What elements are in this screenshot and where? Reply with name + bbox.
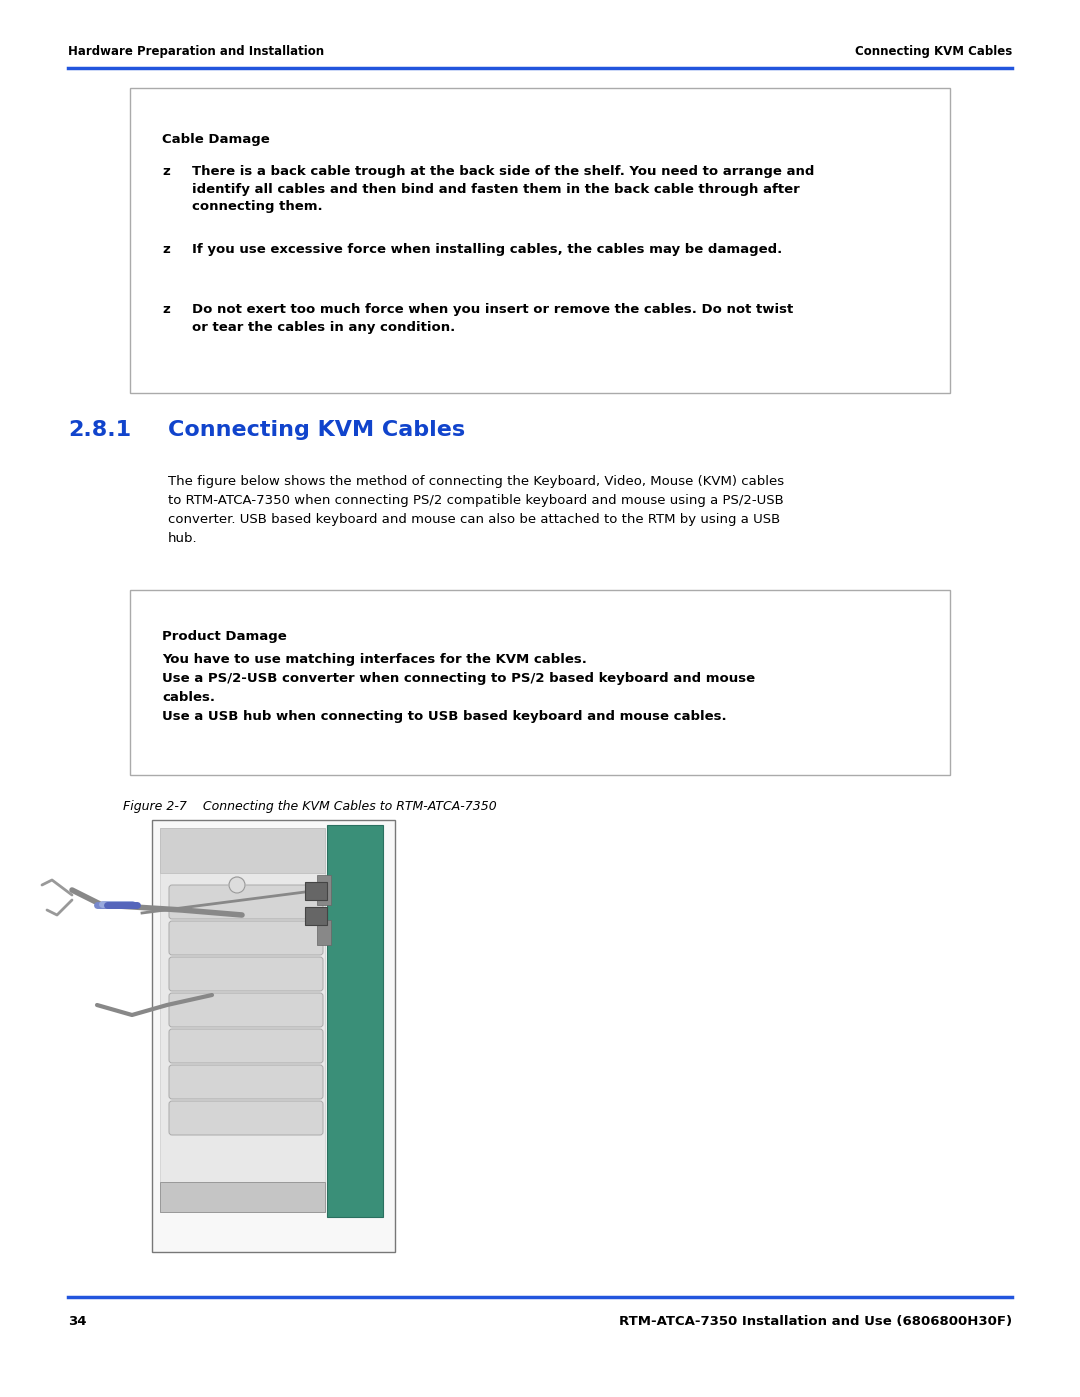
Text: Do not exert too much force when you insert or remove the cables. Do not twist
o: Do not exert too much force when you ins… [192, 303, 793, 334]
FancyBboxPatch shape [168, 1030, 323, 1063]
Text: If you use excessive force when installing cables, the cables may be damaged.: If you use excessive force when installi… [192, 243, 782, 256]
Text: Figure 2-7    Connecting the KVM Cables to RTM-ATCA-7350: Figure 2-7 Connecting the KVM Cables to … [123, 800, 497, 813]
Text: Use a PS/2-USB converter when connecting to PS/2 based keyboard and mouse: Use a PS/2-USB converter when connecting… [162, 672, 755, 685]
FancyBboxPatch shape [168, 921, 323, 956]
FancyBboxPatch shape [168, 993, 323, 1027]
FancyBboxPatch shape [168, 1065, 323, 1099]
Text: Use a USB hub when connecting to USB based keyboard and mouse cables.: Use a USB hub when connecting to USB bas… [162, 710, 727, 724]
FancyBboxPatch shape [168, 1101, 323, 1134]
Text: You have to use matching interfaces for the KVM cables.: You have to use matching interfaces for … [162, 652, 586, 666]
Text: Connecting KVM Cables: Connecting KVM Cables [168, 420, 465, 440]
Text: to RTM-ATCA-7350 when connecting PS/2 compatible keyboard and mouse using a PS/2: to RTM-ATCA-7350 when connecting PS/2 co… [168, 495, 784, 507]
Text: 2.8.1: 2.8.1 [68, 420, 131, 440]
Text: Hardware Preparation and Installation: Hardware Preparation and Installation [68, 46, 324, 59]
Bar [327, 826, 383, 1217]
Text: z: z [162, 243, 170, 256]
Text: hub.: hub. [168, 532, 198, 545]
Bar [152, 820, 395, 1252]
Circle shape [229, 877, 245, 893]
Text: cables.: cables. [162, 692, 215, 704]
Text: There is a back cable trough at the back side of the shelf. You need to arrange : There is a back cable trough at the back… [192, 165, 814, 212]
Bar [318, 875, 330, 905]
Text: Connecting KVM Cables: Connecting KVM Cables [854, 46, 1012, 59]
Text: 34: 34 [68, 1315, 86, 1329]
Text: Cable Damage: Cable Damage [162, 133, 270, 147]
FancyBboxPatch shape [168, 957, 323, 990]
Text: converter. USB based keyboard and mouse can also be attached to the RTM by using: converter. USB based keyboard and mouse … [168, 513, 780, 527]
Text: z: z [162, 165, 170, 177]
FancyBboxPatch shape [168, 886, 323, 919]
Bar [305, 907, 327, 925]
Bar [305, 882, 327, 900]
Bar [160, 1182, 325, 1213]
Text: Product Damage: Product Damage [162, 630, 287, 643]
Bar [160, 828, 325, 873]
Bar [318, 921, 330, 944]
Text: RTM-ATCA-7350 Installation and Use (6806800H30F): RTM-ATCA-7350 Installation and Use (6806… [619, 1315, 1012, 1329]
Bar [130, 590, 950, 775]
Text: The figure below shows the method of connecting the Keyboard, Video, Mouse (KVM): The figure below shows the method of con… [168, 475, 784, 488]
Text: z: z [162, 303, 170, 316]
Bar [130, 88, 950, 393]
Bar [160, 828, 325, 1213]
